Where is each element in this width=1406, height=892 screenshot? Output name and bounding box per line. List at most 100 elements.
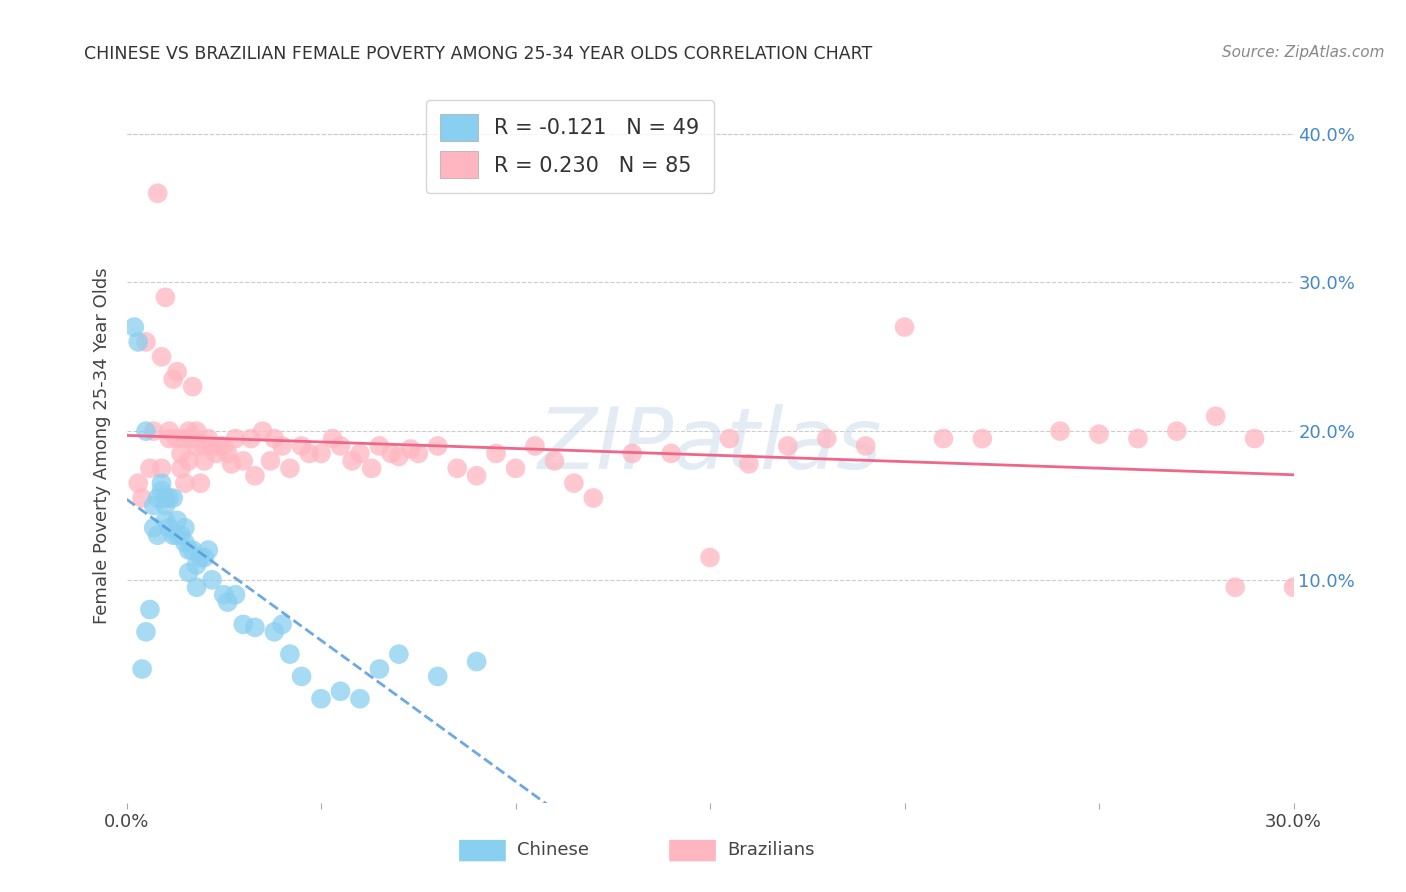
Point	[485, 446, 508, 460]
Point	[972, 432, 994, 446]
Point	[232, 454, 254, 468]
Point	[212, 439, 235, 453]
Point	[263, 624, 285, 639]
Point	[181, 543, 204, 558]
Point	[360, 461, 382, 475]
FancyBboxPatch shape	[460, 840, 506, 862]
FancyBboxPatch shape	[669, 840, 716, 862]
Point	[174, 521, 197, 535]
Point	[1282, 580, 1305, 594]
Point	[278, 647, 301, 661]
Point	[263, 432, 285, 446]
Point	[505, 461, 527, 475]
Point	[162, 528, 184, 542]
Point	[155, 513, 177, 527]
Point	[162, 372, 184, 386]
Point	[1243, 432, 1265, 446]
Point	[155, 499, 177, 513]
Point	[621, 446, 644, 460]
Point	[146, 491, 169, 505]
Point	[157, 521, 180, 535]
Point	[290, 439, 312, 453]
Point	[166, 528, 188, 542]
Text: Chinese: Chinese	[517, 841, 589, 859]
Point	[221, 457, 243, 471]
Point	[208, 439, 231, 453]
Point	[157, 424, 180, 438]
Point	[815, 432, 838, 446]
Point	[190, 550, 212, 565]
Y-axis label: Female Poverty Among 25-34 Year Olds: Female Poverty Among 25-34 Year Olds	[93, 268, 111, 624]
Point	[146, 186, 169, 201]
Point	[309, 446, 332, 460]
Point	[131, 491, 153, 505]
Point	[177, 566, 200, 580]
Point	[139, 602, 162, 616]
Point	[177, 543, 200, 558]
Point	[252, 424, 274, 438]
Point	[186, 439, 208, 453]
Point	[150, 483, 173, 498]
Point	[243, 620, 266, 634]
Point	[155, 290, 177, 304]
Point	[271, 439, 294, 453]
Point	[131, 662, 153, 676]
Text: Brazilians: Brazilians	[727, 841, 815, 859]
Point	[1223, 580, 1246, 594]
Point	[368, 662, 391, 676]
Point	[193, 439, 215, 453]
Text: ZIPatlas: ZIPatlas	[538, 404, 882, 488]
Point	[446, 461, 468, 475]
Point	[217, 446, 239, 460]
Point	[399, 442, 422, 456]
Point	[718, 432, 741, 446]
Point	[186, 580, 208, 594]
Point	[174, 535, 197, 549]
Point	[659, 446, 682, 460]
Point	[426, 669, 449, 683]
Point	[142, 424, 165, 438]
Point	[738, 457, 761, 471]
Point	[166, 513, 188, 527]
Point	[893, 320, 915, 334]
Point	[1166, 424, 1188, 438]
Text: Source: ZipAtlas.com: Source: ZipAtlas.com	[1222, 45, 1385, 60]
Point	[1205, 409, 1227, 424]
Point	[309, 691, 332, 706]
Legend: R = -0.121   N = 49, R = 0.230   N = 85: R = -0.121 N = 49, R = 0.230 N = 85	[426, 100, 714, 193]
Point	[193, 550, 215, 565]
Point	[259, 454, 281, 468]
Point	[197, 543, 219, 558]
Point	[201, 439, 224, 453]
Point	[155, 491, 177, 505]
Point	[212, 588, 235, 602]
Point	[170, 446, 193, 460]
Point	[290, 669, 312, 683]
Point	[855, 439, 877, 453]
Point	[271, 617, 294, 632]
Point	[177, 424, 200, 438]
Point	[142, 499, 165, 513]
Point	[170, 528, 193, 542]
Point	[1088, 427, 1111, 442]
Point	[426, 439, 449, 453]
Point	[465, 468, 488, 483]
Point	[340, 454, 363, 468]
Point	[142, 521, 165, 535]
Point	[388, 450, 411, 464]
Point	[1126, 432, 1149, 446]
Point	[127, 334, 149, 349]
Point	[224, 432, 246, 446]
Point	[166, 432, 188, 446]
Point	[932, 432, 955, 446]
Point	[201, 573, 224, 587]
Point	[329, 439, 352, 453]
Point	[157, 491, 180, 505]
Point	[322, 432, 344, 446]
Point	[523, 439, 546, 453]
Point	[155, 491, 177, 505]
Point	[186, 424, 208, 438]
Point	[190, 476, 212, 491]
Point	[380, 446, 402, 460]
Point	[186, 558, 208, 572]
